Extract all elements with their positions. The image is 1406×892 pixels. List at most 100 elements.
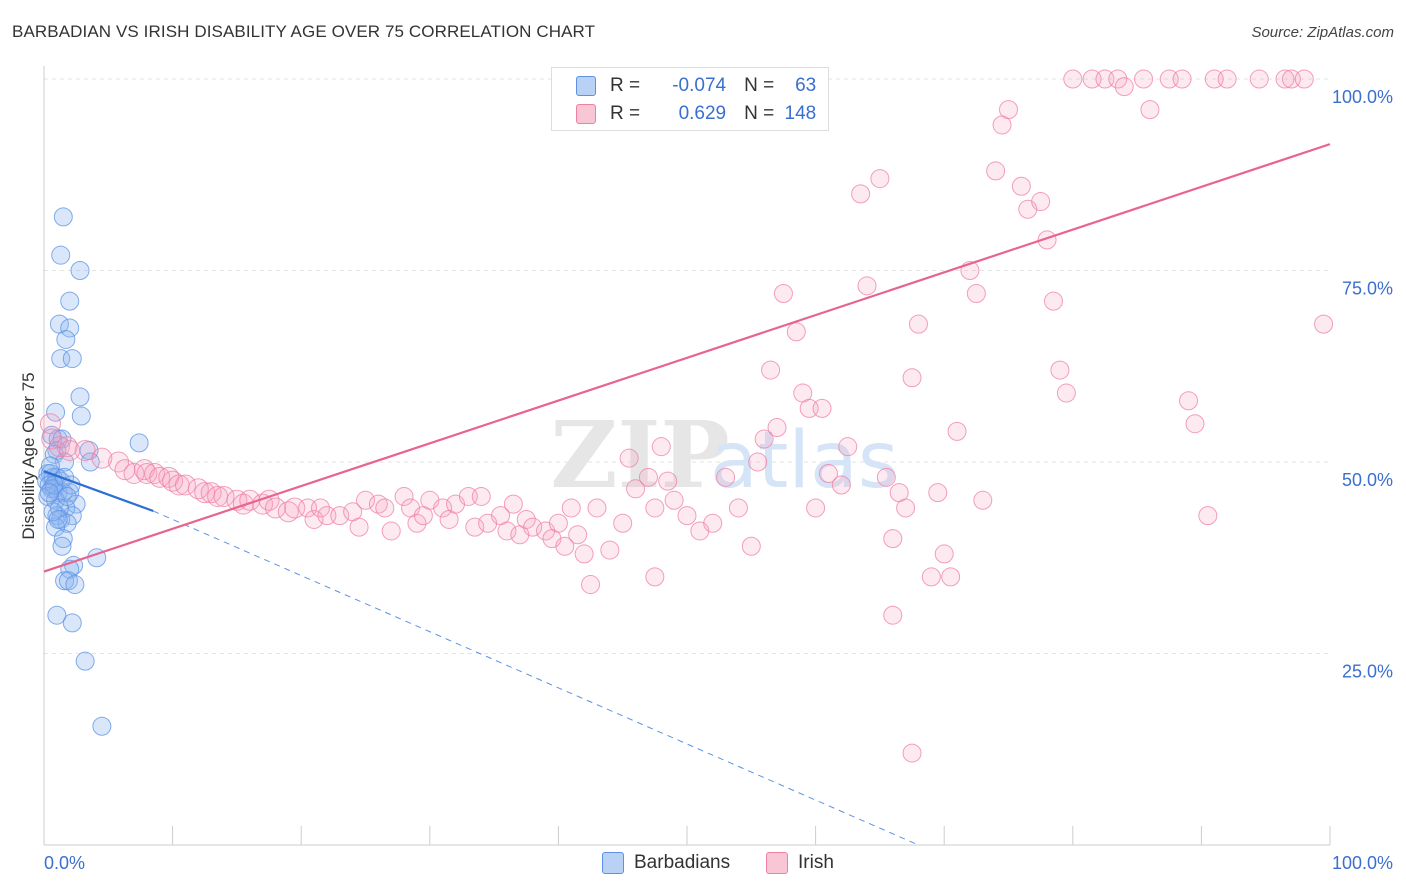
legend-swatch-barbadians <box>576 76 596 96</box>
data-point-irish <box>1114 77 1134 97</box>
data-point-irish <box>883 605 903 625</box>
y-tick-label: 25.0% <box>1342 662 1393 682</box>
legend-n-label: N = <box>744 75 775 96</box>
watermark-text: ZIP <box>550 401 729 509</box>
data-point-irish <box>651 437 671 457</box>
legend-n-label: N = <box>744 103 775 124</box>
data-point-irish <box>896 498 916 518</box>
data-point-irish <box>928 483 948 503</box>
data-point-barbadians <box>65 575 85 595</box>
trend-line-barbadians <box>43 470 154 513</box>
data-point-irish <box>41 428 63 450</box>
legend-n-value: 63 <box>795 75 817 96</box>
data-point-irish <box>356 490 375 510</box>
data-point-irish <box>966 283 986 303</box>
data-point-irish <box>857 276 877 296</box>
data-point-barbadians <box>57 486 77 506</box>
data-point-irish <box>664 490 684 510</box>
data-point-irish <box>1249 69 1269 89</box>
data-point-irish <box>56 436 78 458</box>
data-point-irish <box>1044 291 1064 311</box>
data-point-irish <box>638 467 658 487</box>
legend-item-irish[interactable]: Irish <box>766 852 834 874</box>
data-point-irish <box>174 474 196 496</box>
data-point-irish <box>658 471 678 491</box>
legend-swatch-irish <box>576 104 596 124</box>
data-point-irish <box>187 478 209 500</box>
data-point-irish <box>754 429 774 449</box>
data-point-irish <box>1050 360 1070 380</box>
axes <box>43 66 1331 846</box>
x-tick-label: 0.0% <box>44 853 85 873</box>
legend-r-value: 0.629 <box>678 103 727 124</box>
data-point-barbadians <box>46 517 66 537</box>
data-point-irish <box>1185 414 1205 434</box>
data-point-irish <box>264 497 286 519</box>
data-point-irish <box>213 485 235 507</box>
data-point-irish <box>934 544 954 564</box>
data-point-barbadians <box>56 329 76 349</box>
data-point-irish <box>568 525 588 545</box>
data-point-barbadians <box>51 245 71 265</box>
data-point-barbadians <box>70 261 90 280</box>
data-point-barbadians <box>71 406 91 426</box>
data-point-irish <box>748 452 768 472</box>
data-point-irish <box>876 467 896 487</box>
data-point-irish <box>162 470 184 492</box>
data-point-irish <box>381 521 401 541</box>
data-point-irish <box>838 437 858 457</box>
x-tick-label: 100.0% <box>1332 853 1393 873</box>
watermark-text: atlas <box>710 416 899 506</box>
data-point-irish <box>523 517 543 537</box>
correlation-legend: R = -0.074 N = 63 R = 0.629 N = 148 <box>551 67 829 131</box>
data-point-irish <box>831 475 851 495</box>
data-point-irish <box>136 462 158 484</box>
legend-r-label: R = <box>610 75 641 96</box>
y-axis-title: Disability Age Over 75 <box>19 372 38 539</box>
legend-swatch-irish <box>766 852 788 874</box>
data-point-irish <box>587 498 607 518</box>
data-point-barbadians <box>70 387 90 407</box>
data-point-barbadians <box>51 349 71 369</box>
data-point-irish <box>1011 176 1031 196</box>
data-point-irish <box>986 161 1006 181</box>
legend-r-value: -0.074 <box>672 75 727 96</box>
data-point-barbadians <box>53 207 73 227</box>
legend-item-barbadians[interactable]: Barbadians <box>602 852 730 874</box>
series-legend: Barbadians Irish <box>0 850 1406 880</box>
trend-lines <box>43 143 1331 846</box>
data-point-irish <box>1031 192 1051 212</box>
data-point-irish <box>497 521 517 541</box>
data-point-barbadians <box>46 402 66 422</box>
data-point-irish <box>252 493 274 515</box>
data-point-irish <box>999 100 1018 120</box>
data-point-irish <box>883 529 903 549</box>
data-point-irish <box>407 513 427 533</box>
data-point-barbadians <box>80 452 100 472</box>
data-point-barbadians <box>48 509 68 529</box>
data-point-irish <box>818 463 838 483</box>
trend-extension-barbadians <box>153 510 919 846</box>
data-point-barbadians <box>53 529 73 549</box>
tick-labels: Disability Age Over 75 25.0% 50.0% 75.0% 100… <box>19 87 1393 873</box>
data-point-irish <box>1172 69 1192 89</box>
data-point-irish <box>1294 69 1314 89</box>
data-point-barbadians <box>55 452 75 472</box>
data-point-irish <box>548 513 568 533</box>
legend-label-irish: Irish <box>798 852 834 873</box>
data-point-irish <box>613 513 633 533</box>
data-point-irish <box>786 322 806 342</box>
data-point-irish <box>703 513 723 533</box>
data-point-irish <box>561 498 581 518</box>
data-point-irish <box>1140 100 1160 120</box>
data-point-barbadians <box>47 605 67 625</box>
data-point-barbadians <box>62 613 82 633</box>
data-point-irish <box>200 482 222 504</box>
data-point-barbadians <box>92 716 112 736</box>
data-point-irish <box>645 567 665 587</box>
data-point-irish <box>1037 230 1057 250</box>
data-point-irish <box>851 184 871 204</box>
data-point-irish <box>947 421 967 441</box>
data-point-irish <box>471 486 491 506</box>
legend-label-barbadians: Barbadians <box>634 852 731 873</box>
